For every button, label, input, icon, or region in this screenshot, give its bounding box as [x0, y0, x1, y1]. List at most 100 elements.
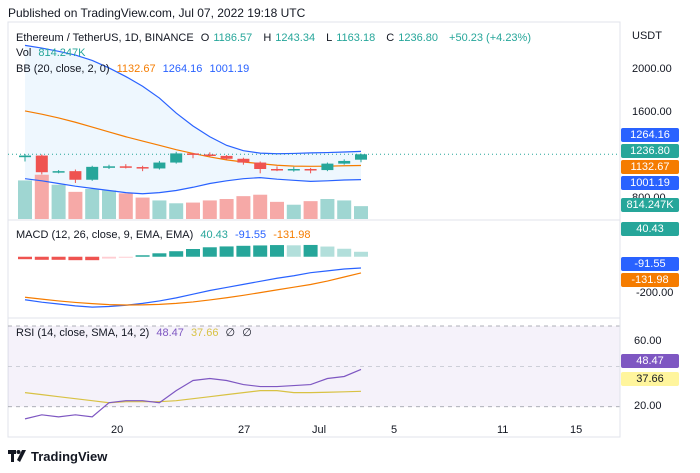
- candle-body: [119, 166, 132, 168]
- macd-label: MACD (12, 26, close, 9, EMA, EMA): [16, 229, 194, 241]
- macd-histogram-bar: [320, 246, 335, 257]
- rsi-tick-60: 60.00: [634, 335, 662, 347]
- candle-body: [338, 160, 351, 164]
- x-tick-11: 11: [497, 424, 509, 436]
- volume-tag: 814.247K: [621, 198, 679, 212]
- candle-body: [69, 171, 82, 180]
- volume-value: 814.247K: [38, 47, 86, 59]
- bb-lower-value: 1001.19: [209, 63, 250, 75]
- macd-legend: MACD (12, 26, close, 9, EMA, EMA) 40.43 …: [16, 229, 315, 241]
- ohlc-close: C 1236.80: [386, 32, 438, 44]
- x-tick-jul: Jul: [312, 424, 327, 436]
- price-tick-1600: 1600.00: [632, 106, 672, 118]
- bb-legend: BB (20, close, 2, 0) 1132.67 1264.16 100…: [16, 63, 253, 75]
- macd-histogram-bar: [85, 256, 100, 261]
- volume-bar: [51, 184, 66, 219]
- ohlc-high: H 1243.34: [263, 32, 316, 44]
- volume-bar: [202, 200, 217, 219]
- published-header: Published on TradingView.com, Jul 07, 20…: [8, 6, 306, 20]
- volume-label: Vol: [16, 47, 32, 59]
- candle-body: [19, 155, 31, 158]
- candle-body: [287, 169, 300, 171]
- volume-bar: [236, 196, 251, 219]
- volume-bar: [253, 194, 268, 219]
- macd-signal-line: [24, 272, 362, 306]
- bb-upper-line: [24, 44, 362, 155]
- macd-signal-value: -131.98: [273, 229, 311, 241]
- volume-bar: [34, 174, 49, 219]
- x-tick-15: 15: [570, 424, 583, 436]
- volume-bar: [68, 191, 83, 219]
- volume-bar: [320, 199, 335, 219]
- close-price-tag: 1236.80: [621, 144, 679, 158]
- rsi-sma-tag: 37.66: [621, 372, 679, 386]
- symbol-label: Ethereum / TetherUS, 1D, BINANCE: [16, 32, 194, 44]
- macd-histogram-bar: [219, 246, 234, 257]
- volume-bar: [286, 204, 301, 219]
- volume-bar: [303, 201, 318, 219]
- bb-lower-tag: 1001.19: [621, 176, 679, 190]
- macd-histogram-bar: [152, 253, 167, 257]
- macd-histogram-bar: [118, 256, 133, 258]
- macd-histogram-bar: [236, 245, 251, 257]
- candle-body: [237, 158, 250, 163]
- rsi-tag: 48.47: [621, 354, 679, 368]
- volume-bar: [102, 190, 116, 219]
- volume-bar: [118, 193, 133, 219]
- macd-histogram-bar: [102, 256, 116, 259]
- macd-histogram-bar: [186, 249, 200, 257]
- volume-bar: [85, 189, 100, 219]
- rsi-tick-20: 20.00: [634, 400, 662, 412]
- macd-histogram-bar: [354, 251, 368, 257]
- macd-histogram-bar: [286, 245, 301, 257]
- rsi-sma-value: 37.66: [190, 327, 219, 339]
- macd-histogram-bar: [18, 256, 32, 260]
- macd-histogram-bar: [337, 248, 352, 257]
- x-tick-27: 27: [238, 424, 251, 436]
- candle-body: [86, 166, 99, 180]
- volume-legend: Vol 814.247K: [16, 47, 89, 59]
- rsi-extra-1: ∅: [225, 327, 236, 339]
- macd-histogram-bar: [51, 256, 66, 260]
- price-change: +50.23 (+4.23%): [449, 32, 531, 44]
- candle-body: [136, 167, 149, 169]
- bb-label: BB (20, close, 2, 0): [16, 63, 110, 75]
- macd-histogram-bar: [253, 245, 268, 257]
- macd-tick: -200.00: [636, 287, 674, 299]
- candle-body: [254, 162, 267, 169]
- currency-label: USDT: [632, 30, 662, 42]
- macd-hist-value: 40.43: [200, 229, 228, 241]
- candle-body: [321, 163, 334, 171]
- macd-histogram-bar: [303, 244, 318, 257]
- volume-bar: [270, 201, 284, 219]
- rsi-value: 48.47: [156, 327, 184, 339]
- bb-band-fill: [25, 45, 361, 194]
- macd-line: [24, 267, 362, 308]
- volume-bar: [186, 202, 200, 219]
- main-legend: Ethereum / TetherUS, 1D, BINANCE O 1186.5…: [16, 32, 535, 44]
- candle-body: [170, 153, 183, 163]
- bb-upper-value: 1264.16: [162, 63, 203, 75]
- ohlc-low: L 1163.18: [326, 32, 376, 44]
- candle-body: [52, 171, 65, 173]
- candle-body: [35, 155, 48, 173]
- volume-bar: [337, 200, 352, 219]
- volume-bar: [354, 206, 368, 219]
- macd-tag: -91.55: [621, 257, 679, 271]
- tradingview-brand[interactable]: TradingView: [8, 449, 107, 464]
- volume-bar: [18, 180, 32, 219]
- volume-bar: [135, 197, 150, 219]
- macd-histogram-bar: [34, 256, 49, 260]
- volume-bar: [219, 199, 234, 219]
- bb-basis-tag: 1132.67: [621, 160, 679, 174]
- macd-histogram-bar: [169, 251, 184, 257]
- candle-body: [103, 166, 115, 168]
- ohlc-open: O 1186.57: [200, 32, 253, 44]
- macd-histogram-bar: [202, 247, 217, 257]
- candle-body: [220, 155, 233, 159]
- candle-body: [203, 154, 216, 156]
- candle-body: [187, 153, 199, 155]
- rsi-sma-line: [24, 390, 362, 404]
- bb-basis-value: 1132.67: [116, 63, 156, 75]
